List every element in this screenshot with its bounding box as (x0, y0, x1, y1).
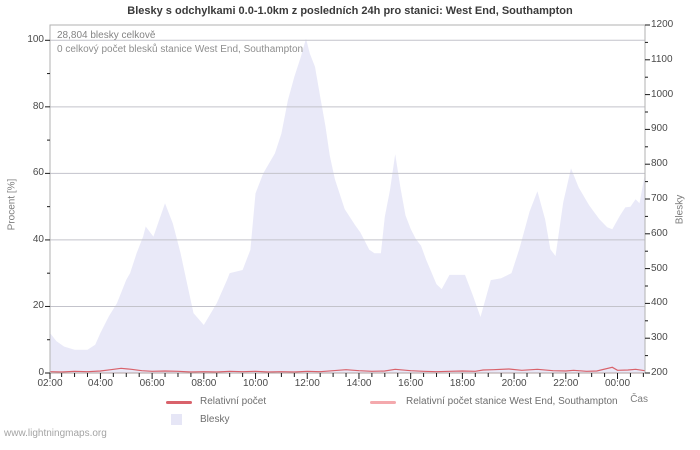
legend-label-station-count: Relativní počet stanice West End, Southa… (406, 396, 618, 407)
x-tick-label: 14:00 (346, 378, 372, 389)
y-axis-right-title: Blesky (674, 194, 686, 225)
y-right-tick-label: 900 (651, 123, 668, 135)
y-right-tick-label: 600 (651, 227, 668, 239)
y-right-tick-label: 1200 (651, 19, 674, 30)
legend-label-blesky: Blesky (200, 414, 230, 425)
y-right-tick-label: 800 (651, 158, 668, 170)
y-right-tick-label: 500 (651, 262, 668, 274)
annotation-total-strikes: 28,804 blesky celkově (57, 30, 156, 41)
x-tick-label: 16:00 (398, 378, 424, 389)
watermark-link: www.lightningmaps.org (4, 428, 107, 439)
y-right-tick-label: 200 (651, 367, 668, 378)
y-left-tick-label: 0 (38, 367, 44, 378)
y-right-tick-label: 400 (651, 297, 668, 309)
x-tick-label: 10:00 (243, 378, 269, 389)
legend-swatch-station-count (370, 401, 396, 404)
chart-title: Blesky s odchylkami 0.0-1.0km z poslední… (127, 5, 573, 17)
x-tick-label: 18:00 (449, 378, 475, 389)
y-left-tick-label: 80 (32, 100, 44, 112)
y-left-tick-label: 100 (27, 34, 44, 46)
x-tick-label: 22:00 (553, 378, 579, 389)
x-tick-label: 04:00 (87, 378, 113, 389)
x-tick-label: 02:00 (37, 378, 63, 389)
y-right-tick-label: 1100 (651, 53, 673, 65)
x-axis-title: Čas (630, 394, 648, 405)
y-axis-left-title: Procent [%] (6, 178, 18, 231)
legend-swatch-blesky-area (171, 414, 182, 425)
legend-label-relative-count: Relativní počet (200, 396, 267, 407)
y-right-tick-label: 1000 (651, 88, 674, 100)
x-tick-label: 12:00 (294, 378, 320, 389)
y-left-tick-label: 60 (32, 167, 44, 179)
y-right-tick-label: 700 (651, 193, 668, 204)
x-tick-label: 00:00 (604, 378, 631, 389)
legend-swatch-relative-count (166, 401, 192, 404)
x-tick-label: 06:00 (139, 378, 165, 389)
y-right-tick-label: 300 (651, 332, 668, 344)
y-left-tick-label: 40 (32, 233, 44, 245)
x-tick-label: 20:00 (501, 378, 527, 389)
x-tick-label: 08:00 (191, 378, 217, 389)
y-left-tick-label: 20 (32, 300, 44, 312)
annotation-station-total: 0 celkový počet blesků stanice West End,… (57, 44, 304, 55)
